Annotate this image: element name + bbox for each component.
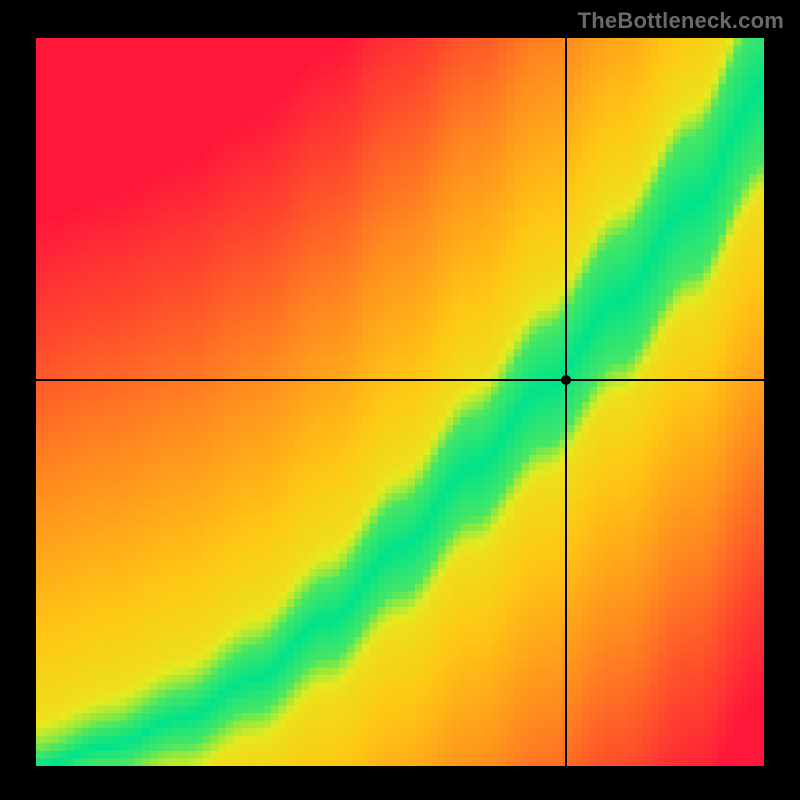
watermark-text: TheBottleneck.com xyxy=(578,8,784,34)
heatmap-plot xyxy=(36,38,764,766)
crosshair-horizontal-line xyxy=(36,379,764,381)
heatmap-canvas xyxy=(36,38,764,766)
crosshair-vertical-line xyxy=(565,38,567,766)
figure-container: TheBottleneck.com xyxy=(0,0,800,800)
